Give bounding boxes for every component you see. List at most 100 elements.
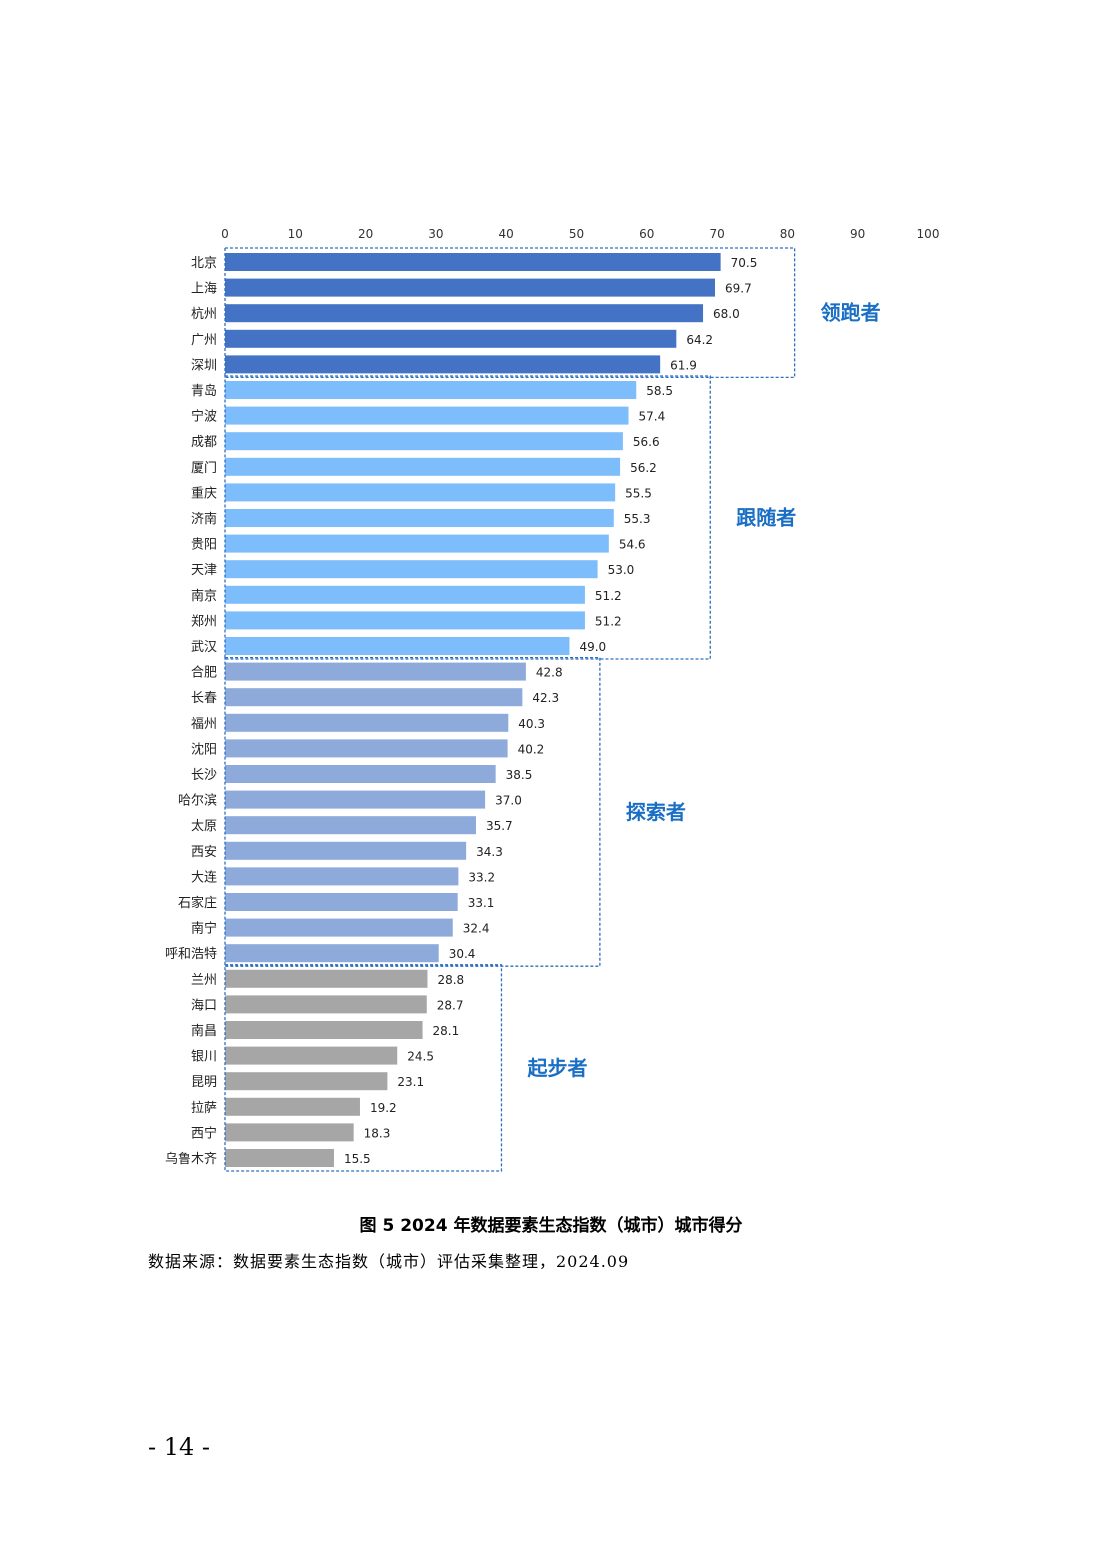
x-tick-label: 80 xyxy=(780,227,795,241)
data-label: 23.1 xyxy=(397,1075,424,1089)
city-label: 北京 xyxy=(191,256,217,271)
city-label: 上海 xyxy=(191,282,217,297)
data-label: 30.4 xyxy=(449,947,476,961)
data-source-note: 数据来源：数据要素生态指数（城市）评估采集整理，2024.09 xyxy=(148,1252,630,1271)
data-label: 68.0 xyxy=(713,307,740,321)
bar xyxy=(225,253,721,271)
bar xyxy=(225,662,526,681)
x-tick-label: 100 xyxy=(917,227,940,241)
bar xyxy=(225,304,704,323)
group-label: 起步者 xyxy=(526,1056,587,1080)
data-label: 53.0 xyxy=(608,563,635,577)
city-label: 石家庄 xyxy=(178,895,217,911)
data-label: 64.2 xyxy=(686,333,713,347)
data-label: 49.0 xyxy=(579,640,606,654)
data-label: 33.2 xyxy=(468,870,495,884)
bar xyxy=(225,585,585,604)
data-label: 37.0 xyxy=(495,794,522,808)
city-label: 合肥 xyxy=(191,666,217,681)
city-label: 福州 xyxy=(191,717,217,732)
x-tick-label: 90 xyxy=(850,227,865,241)
city-label: 呼和浩特 xyxy=(165,947,217,962)
bar xyxy=(225,739,508,758)
city-label: 厦门 xyxy=(191,461,217,476)
city-label: 郑州 xyxy=(191,614,217,629)
data-label: 33.1 xyxy=(468,896,495,910)
city-label: 深圳 xyxy=(191,358,217,373)
data-label: 55.5 xyxy=(625,486,652,500)
bar xyxy=(225,841,467,860)
group-box xyxy=(224,375,711,660)
bar xyxy=(225,1097,360,1116)
city-label: 太原 xyxy=(191,819,217,834)
city-label: 西宁 xyxy=(191,1125,217,1141)
data-label: 15.5 xyxy=(344,1152,371,1166)
city-label: 贵阳 xyxy=(191,538,217,553)
bar xyxy=(225,457,621,476)
city-label: 乌鲁木齐 xyxy=(165,1151,217,1167)
city-label: 拉萨 xyxy=(191,1101,217,1116)
city-label: 南宁 xyxy=(191,921,217,937)
bar xyxy=(225,1046,398,1065)
data-label: 18.3 xyxy=(364,1126,391,1140)
x-tick-label: 20 xyxy=(358,227,373,241)
bar xyxy=(225,893,458,911)
data-label: 32.4 xyxy=(463,922,490,936)
x-tick-label: 70 xyxy=(709,227,724,241)
data-label: 55.3 xyxy=(624,512,651,526)
group-label: 跟随者 xyxy=(736,506,796,530)
bar xyxy=(225,1123,354,1142)
city-label: 重庆 xyxy=(191,485,217,501)
group-label: 探索者 xyxy=(626,800,686,824)
data-label: 42.3 xyxy=(532,691,559,705)
data-label: 42.8 xyxy=(536,666,563,680)
city-label: 济南 xyxy=(191,511,217,527)
city-label: 兰州 xyxy=(191,973,217,988)
city-label: 宁波 xyxy=(191,409,217,425)
data-label: 24.5 xyxy=(407,1050,434,1064)
data-label: 35.7 xyxy=(486,819,513,833)
data-label: 56.2 xyxy=(630,461,657,475)
city-label: 武汉 xyxy=(191,640,217,655)
data-label: 51.2 xyxy=(595,614,622,628)
group-box xyxy=(224,964,503,1172)
data-label: 38.5 xyxy=(506,768,533,782)
data-label: 69.7 xyxy=(725,282,752,296)
city-label: 银川 xyxy=(191,1050,217,1065)
x-tick-label: 50 xyxy=(569,227,584,241)
bar xyxy=(225,406,629,425)
figure-caption: 图 5 2024 年数据要素生态指数（城市）城市得分 xyxy=(359,1216,743,1236)
data-label: 19.2 xyxy=(370,1101,397,1115)
bar xyxy=(225,329,677,348)
x-tick-label: 60 xyxy=(639,227,654,241)
bar xyxy=(225,688,523,707)
bar xyxy=(225,483,616,502)
data-label: 70.5 xyxy=(731,256,758,270)
bar xyxy=(225,1072,388,1091)
bar xyxy=(225,816,476,835)
bar xyxy=(225,969,428,988)
data-label: 51.2 xyxy=(595,589,622,603)
x-tick-label: 30 xyxy=(428,227,443,241)
data-label: 57.4 xyxy=(639,410,666,424)
data-label: 56.6 xyxy=(633,435,660,449)
city-label: 大连 xyxy=(191,869,217,885)
bar xyxy=(225,381,637,399)
bar xyxy=(225,995,427,1014)
bar xyxy=(225,790,486,809)
city-label: 天津 xyxy=(191,563,217,578)
bar xyxy=(225,765,496,783)
bar xyxy=(225,534,609,553)
city-score-bar-chart: 0 10 20 30 40 50 60 70 80 90 100 北京 70.5 上海 69.7 杭州 68.… xyxy=(165,227,940,1172)
city-label: 南京 xyxy=(191,588,217,604)
city-label: 成都 xyxy=(191,435,217,450)
city-label: 长春 xyxy=(191,691,217,706)
bar xyxy=(225,713,509,732)
bar xyxy=(225,944,439,963)
x-tick-label: 40 xyxy=(499,227,514,241)
city-label: 哈尔滨 xyxy=(178,793,217,809)
data-label: 58.5 xyxy=(646,384,673,398)
data-label: 28.8 xyxy=(437,973,464,987)
city-label: 杭州 xyxy=(191,307,217,322)
